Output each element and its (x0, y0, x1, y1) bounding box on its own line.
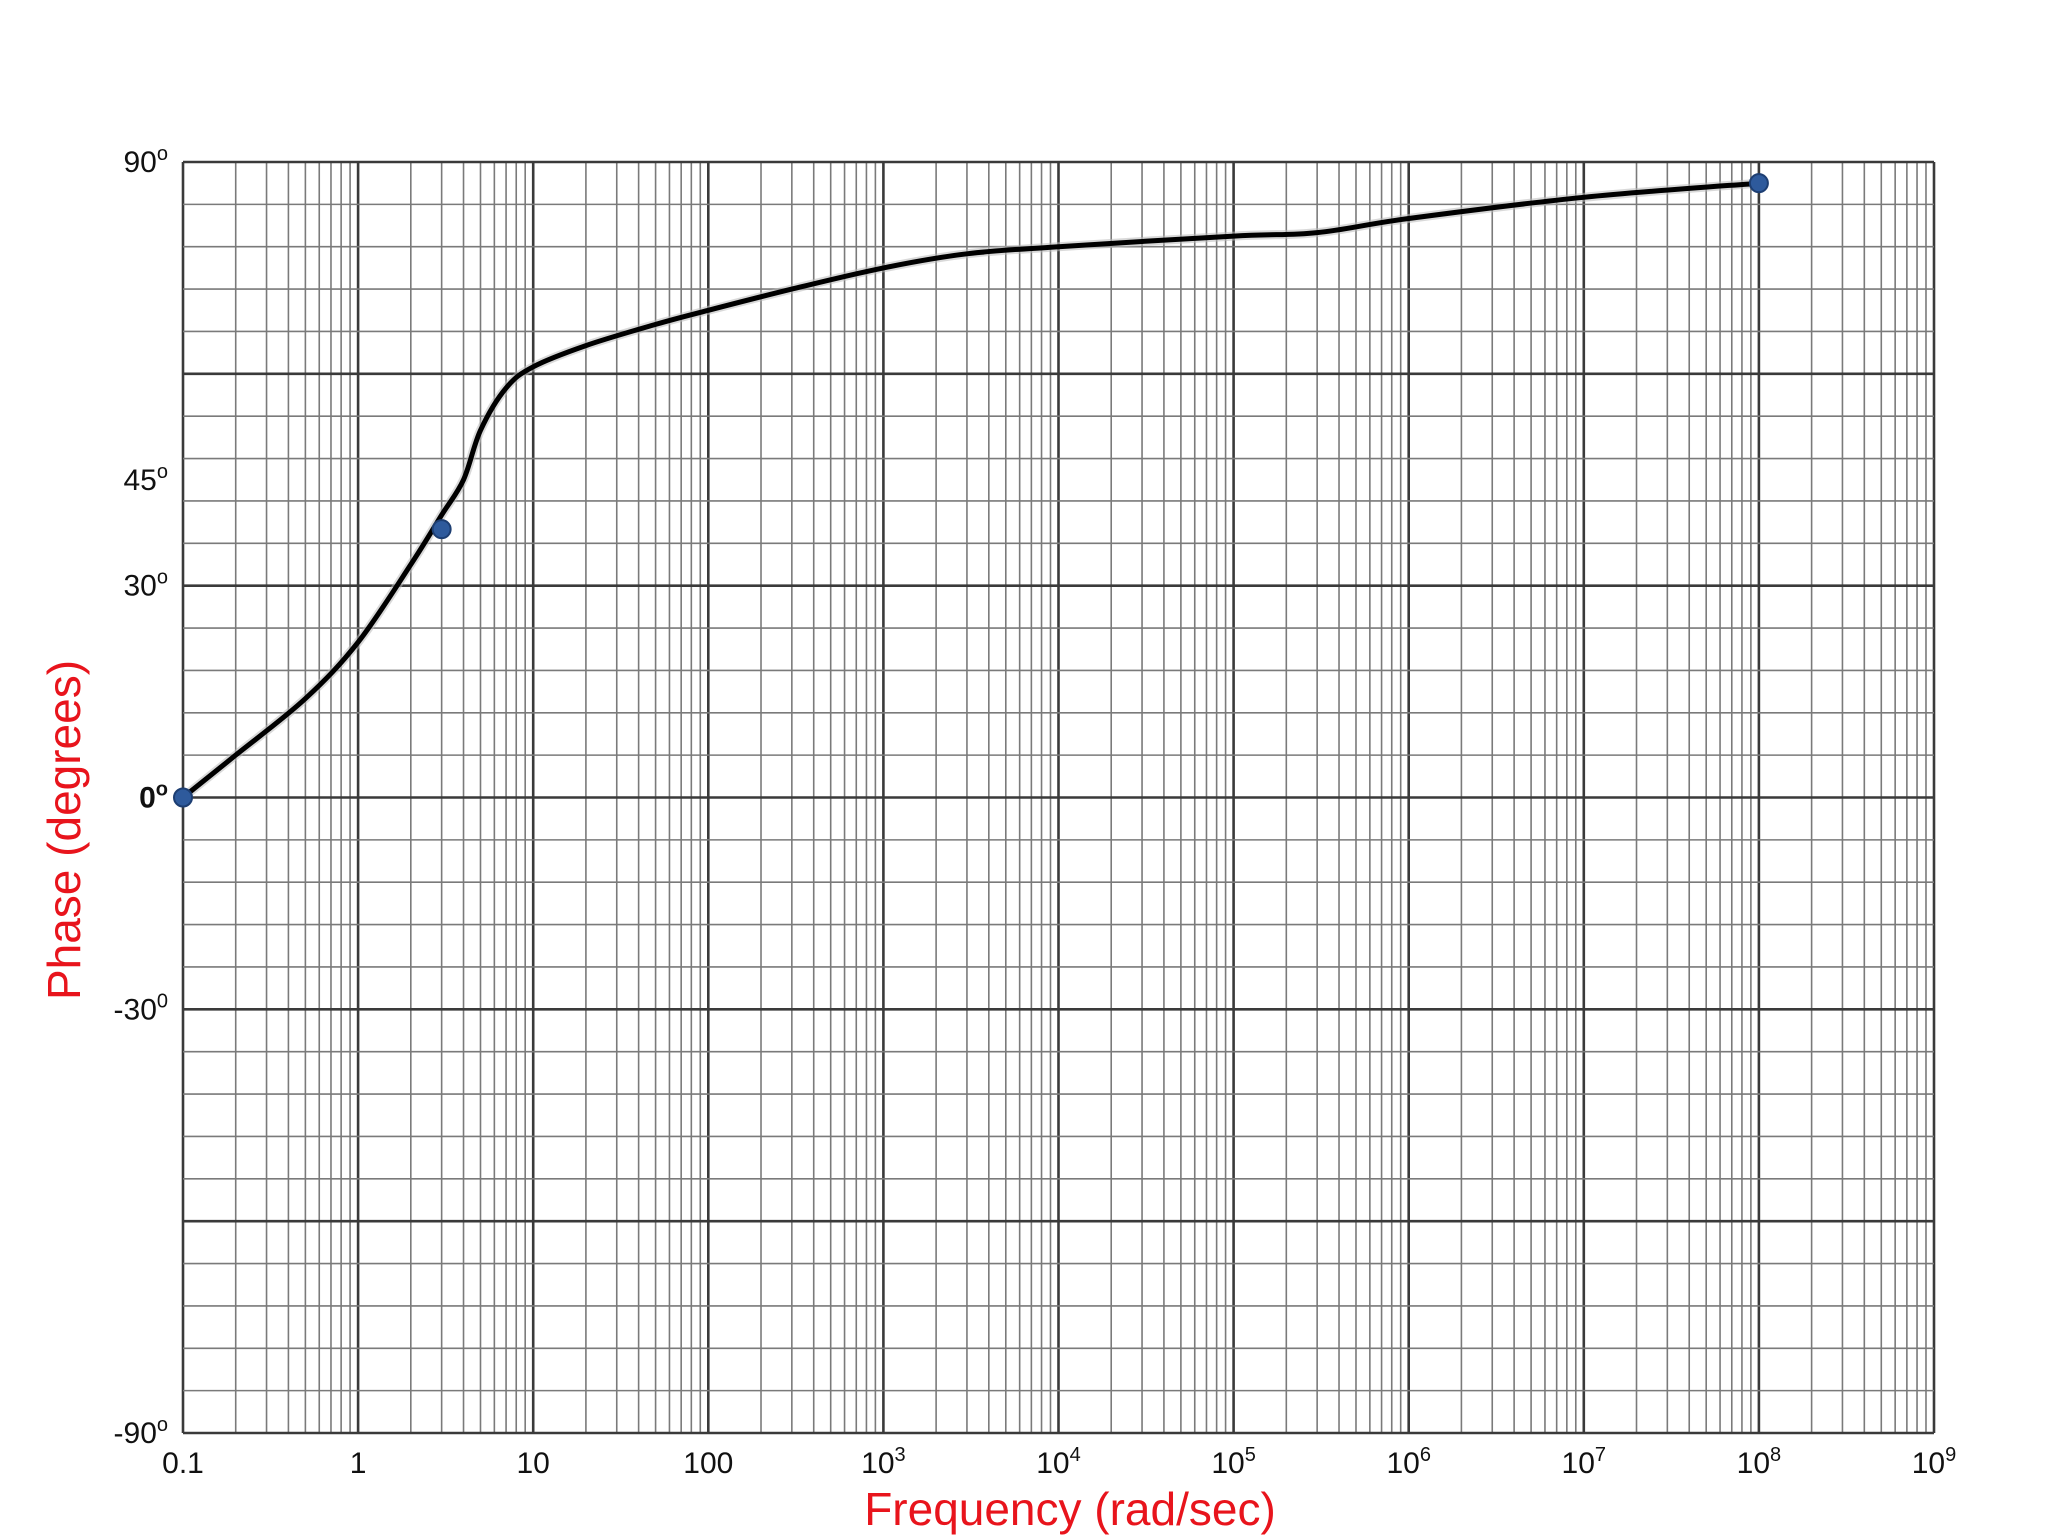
x-axis-title: Frequency (rad/sec) (864, 1483, 1276, 1535)
y-axis-title: Phase (degrees) (38, 660, 90, 1000)
y-tick-exponent: o (157, 1414, 168, 1436)
data-point-marker (1748, 173, 1769, 194)
y-tick-label: -300 (114, 990, 168, 1026)
x-tick-label: 100 (683, 1447, 733, 1480)
x-tick-label: 105 (1211, 1444, 1256, 1480)
x-tick-exponent: 4 (1070, 1444, 1081, 1466)
x-tick-base: 10 (1211, 1447, 1244, 1480)
y-tick-exponent: o (157, 461, 168, 483)
x-tick-base: 1 (350, 1447, 367, 1480)
x-tick-base: 100 (683, 1447, 733, 1480)
x-tick-exponent: 8 (1770, 1444, 1781, 1466)
x-tick-base: 10 (861, 1447, 894, 1480)
x-tick-exponent: 7 (1595, 1444, 1606, 1466)
y-tick-exponent: 0 (157, 990, 168, 1012)
phase-curve-shadow (178, 178, 1764, 802)
y-tick-exponent: o (156, 779, 168, 801)
x-tick-exponent: 3 (895, 1444, 906, 1466)
y-tick-base: 90 (124, 146, 157, 179)
phase-curve (180, 180, 1762, 800)
grid (181, 160, 1936, 1435)
data-point-marker (431, 519, 452, 540)
x-tick-exponent: 5 (1245, 1444, 1256, 1466)
x-tick-label: 106 (1386, 1444, 1431, 1480)
y-tick-label: -90o (114, 1414, 168, 1450)
y-tick-base: 0 (139, 782, 156, 815)
x-tick-label: 103 (861, 1444, 906, 1480)
x-tick-labels: 0.1 1 10 100 103 104 105 106 107 108 109 (162, 1444, 1956, 1480)
y-tick-label: 90o (124, 143, 169, 179)
data-point-marker (173, 787, 193, 808)
y-tick-exponent: o (157, 143, 168, 165)
x-tick-label: 107 (1562, 1444, 1607, 1480)
x-tick-base: 10 (1386, 1447, 1419, 1480)
x-tick-label: 10 (517, 1447, 550, 1480)
x-tick-exponent: 6 (1420, 1444, 1431, 1466)
x-tick-label: 0.1 (162, 1447, 204, 1480)
x-tick-exponent: 9 (1945, 1444, 1956, 1466)
y-tick-exponent: o (157, 567, 168, 589)
x-tick-base: 10 (517, 1447, 550, 1480)
x-tick-base: 10 (1912, 1447, 1945, 1480)
x-tick-label: 104 (1036, 1444, 1081, 1480)
y-tick-label: 45o (124, 461, 169, 497)
x-tick-base: 10 (1036, 1447, 1069, 1480)
x-tick-label: 109 (1912, 1444, 1957, 1480)
y-tick-base: -30 (114, 993, 157, 1026)
y-tick-label: 30o (124, 567, 169, 603)
y-tick-base: -90 (114, 1417, 157, 1450)
x-tick-base: 0.1 (162, 1447, 204, 1480)
y-tick-base: 30 (124, 570, 157, 603)
x-tick-base: 10 (1562, 1447, 1595, 1480)
x-tick-base: 10 (1737, 1447, 1770, 1480)
x-tick-label: 108 (1737, 1444, 1782, 1480)
phase-curve-series (178, 178, 1764, 802)
data-markers (173, 173, 1769, 808)
y-tick-base: 45 (124, 464, 157, 497)
x-tick-label: 1 (350, 1447, 367, 1480)
y-tick-label: 0o (139, 779, 168, 815)
